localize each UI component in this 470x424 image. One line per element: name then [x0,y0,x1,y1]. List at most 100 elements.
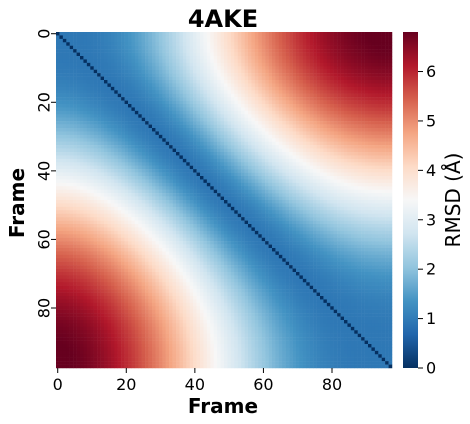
heatmap-cell [275,134,280,139]
heatmap-cell [254,138,259,142]
heatmap-cell [97,100,101,105]
heatmap-cell [306,104,310,108]
heatmap-cell [83,83,88,88]
heatmap-cell [80,117,84,122]
heatmap-cell [337,169,341,173]
heatmap-cell [371,158,376,163]
heatmap-cell [241,155,245,160]
heatmap-cell [90,97,94,101]
heatmap-cell [272,49,276,53]
heatmap-cell [285,165,290,170]
heatmap-cell [313,124,317,129]
heatmap-cell [76,196,81,201]
heatmap-cell [337,104,341,108]
heatmap-cell [93,124,98,129]
heatmap-cell [350,110,355,115]
heatmap-cell [69,169,74,173]
heatmap-cell [254,107,259,112]
heatmap-cell [145,32,149,36]
heatmap-cell [220,73,225,77]
heatmap-cell [138,186,142,190]
heatmap-cell [217,42,221,46]
heatmap-cell [203,93,208,98]
heatmap-cell [224,162,228,166]
heatmap-cell [210,52,214,57]
heatmap-cell [251,176,256,180]
heatmap-cell [217,38,221,43]
heatmap-cell [148,35,153,40]
heatmap-cell [59,200,64,204]
heatmap-cell [337,134,341,139]
heatmap-cell [230,176,235,180]
heatmap-cell [131,66,136,70]
heatmap-cell [292,158,297,163]
heatmap-cell [323,107,328,112]
heatmap-cell [206,152,211,156]
heatmap-cell [309,66,314,70]
heatmap-cell [337,86,341,91]
heatmap-cell [224,83,228,88]
heatmap-cell [59,110,64,115]
heatmap-cell [86,42,91,46]
heatmap-cell [337,56,341,60]
heatmap-cell [265,179,269,184]
heatmap-cell [292,131,297,136]
heatmap-cell [131,76,136,81]
heatmap-cell [296,114,300,118]
heatmap-cell [323,124,328,129]
heatmap-cell [296,128,300,132]
heatmap-cell [124,83,129,88]
heatmap-cell [289,186,293,190]
heatmap-cell [292,189,297,194]
heatmap-cell [364,56,369,60]
heatmap-cell [83,124,88,129]
heatmap-cell [93,76,98,81]
heatmap-cell [93,176,98,180]
heatmap-cell [210,56,214,60]
heatmap-cell [176,35,180,40]
heatmap-cell [388,124,393,129]
heatmap-cell [93,38,98,43]
heatmap-cell [217,203,221,208]
heatmap-cell [306,107,310,112]
heatmap-cell [59,62,64,67]
heatmap-cell [104,73,108,77]
heatmap-cell [169,141,173,146]
heatmap-cell [196,179,201,184]
heatmap-cell [285,117,290,122]
heatmap-cell [357,134,362,139]
heatmap-cell [206,200,211,204]
heatmap-cell [93,203,98,208]
heatmap-cell [275,158,280,163]
heatmap-cell [107,69,112,74]
heatmap-cell [193,76,197,81]
heatmap-cell [110,83,115,88]
heatmap-cell [244,114,249,118]
heatmap-cell [302,110,307,115]
heatmap-cell [158,62,163,67]
heatmap-cell [107,90,112,94]
heatmap-cell [309,45,314,50]
heatmap-cell [93,128,98,132]
heatmap-cell [361,42,365,46]
heatmap-cell [186,66,190,70]
heatmap-cell [80,189,84,194]
heatmap-cell [169,45,173,50]
heatmap-cell [378,165,382,170]
heatmap-cell [282,162,286,166]
heatmap-cell [302,203,307,208]
heatmap-cell [179,86,184,91]
heatmap-cell [289,134,293,139]
heatmap-cell [158,38,163,43]
heatmap-cell [285,200,290,204]
heatmap-cell [110,90,115,94]
heatmap-cell [282,86,286,91]
heatmap-cell [357,176,362,180]
heatmap-cell [213,165,218,170]
heatmap-cell [69,203,74,208]
heatmap-cell [340,35,345,40]
heatmap-cell [220,179,225,184]
heatmap-cell [169,176,173,180]
heatmap-cell [172,131,177,136]
heatmap-cell [388,141,393,146]
